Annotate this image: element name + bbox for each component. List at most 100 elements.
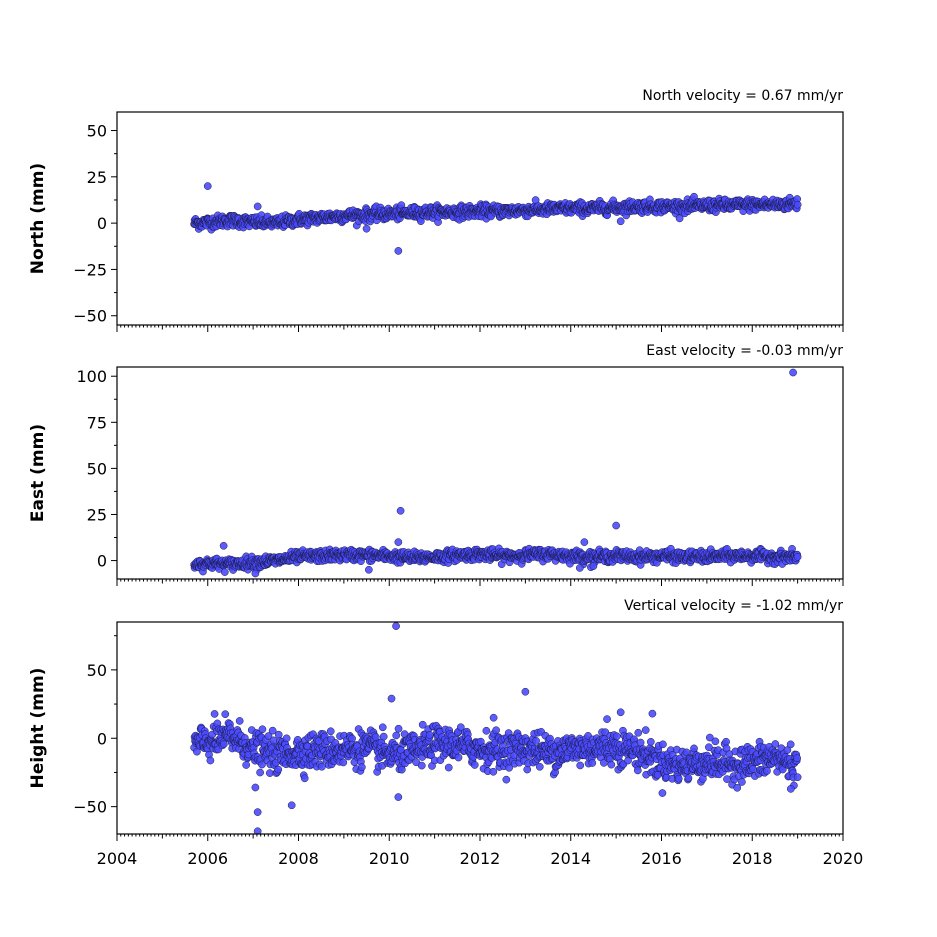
east-outlier-point xyxy=(364,565,373,574)
height-data-point xyxy=(282,734,291,743)
height-data-point xyxy=(482,726,491,735)
east-outlier-point xyxy=(612,521,620,530)
height-data-point xyxy=(641,726,650,734)
height-data-point xyxy=(258,725,267,734)
east-y-tick-label: 100 xyxy=(76,367,107,386)
height-data-point xyxy=(339,758,348,767)
north-panel: −50 −25 0 25 50 North (mm) North velocity = 0.… xyxy=(28,88,844,332)
height-x-tick-label: 2020 xyxy=(823,849,864,868)
height-data-point xyxy=(634,728,643,737)
height-points xyxy=(190,622,802,834)
height-data-point xyxy=(454,753,463,762)
height-outlier-point xyxy=(521,687,530,696)
height-data-point xyxy=(425,731,434,739)
height-data-point xyxy=(318,762,326,771)
height-data-point xyxy=(636,738,645,747)
height-outlier-point xyxy=(387,694,396,703)
height-data-point xyxy=(690,744,698,753)
height-data-point xyxy=(633,766,642,775)
height-data-point xyxy=(502,775,511,784)
height-data-point xyxy=(397,765,406,774)
height-y-tick-label: 0 xyxy=(97,729,107,748)
height-x-tick-label: 2006 xyxy=(187,849,228,868)
height-data-point xyxy=(444,763,453,772)
east-outlier-point xyxy=(394,538,403,546)
height-data-point xyxy=(492,726,500,735)
height-data-point xyxy=(210,710,219,718)
north-points xyxy=(190,182,802,255)
height-x-tick-label: 2016 xyxy=(641,849,682,868)
height-data-point xyxy=(723,775,731,783)
height-outlier-point xyxy=(251,783,260,792)
height-data-point xyxy=(535,762,544,771)
height-data-point xyxy=(326,727,335,736)
east-outlier-point xyxy=(396,506,405,515)
east-velocity-title: East velocity = -0.03 mm/yr xyxy=(646,343,843,359)
height-outlier-point xyxy=(392,622,400,630)
east-y-tick-label: 0 xyxy=(97,552,107,571)
east-outlier-point xyxy=(789,368,797,377)
height-x-tick-label: 2004 xyxy=(97,849,138,868)
height-x-tick-label: 2010 xyxy=(369,849,410,868)
height-data-point xyxy=(242,761,251,769)
height-data-point xyxy=(674,774,683,783)
height-data-point xyxy=(379,732,388,741)
north-y-tick-label: 0 xyxy=(97,214,107,233)
north-y-axis-label: North (mm) xyxy=(28,163,48,274)
height-data-point xyxy=(763,767,771,775)
height-x-tick-label: 2014 xyxy=(550,849,591,868)
north-data-point xyxy=(675,214,684,223)
north-velocity-title: North velocity = 0.67 mm/yr xyxy=(642,88,843,104)
east-y-tick-label: 50 xyxy=(87,459,107,478)
east-y-tick-label: 75 xyxy=(87,413,107,432)
height-data-point xyxy=(206,756,215,765)
height-data-point xyxy=(733,783,742,792)
height-panel: 2004 2006 2008 2010 2012 2014 2016 2018 2020 −50 0… xyxy=(28,598,863,868)
height-y-tick-label: 50 xyxy=(87,661,107,680)
height-y-tick-label: −50 xyxy=(73,798,107,817)
height-outlier-point xyxy=(648,709,657,718)
height-outlier-point xyxy=(394,793,403,801)
height-data-point xyxy=(658,789,667,797)
height-velocity-title: Vertical velocity = -1.02 mm/yr xyxy=(624,598,843,614)
east-outlier-point xyxy=(575,564,584,572)
east-data-point xyxy=(220,568,229,576)
height-x-tick-label: 2008 xyxy=(278,849,319,868)
north-outlier-point xyxy=(616,217,625,226)
height-data-point xyxy=(532,737,540,745)
north-y-tick-label: 50 xyxy=(87,122,107,141)
height-data-point xyxy=(749,765,757,773)
height-data-point xyxy=(607,760,616,769)
east-points xyxy=(190,368,802,578)
height-data-point xyxy=(256,768,264,777)
north-outlier-point xyxy=(362,224,371,233)
height-data-point xyxy=(300,774,309,783)
east-outlier-point xyxy=(589,562,598,570)
height-data-point xyxy=(786,740,795,749)
height-outlier-point xyxy=(489,713,498,722)
height-data-point xyxy=(470,761,479,769)
north-y-tick-label: −25 xyxy=(73,260,107,279)
height-y-axis-label: Height (mm) xyxy=(28,668,48,789)
height-data-point xyxy=(221,710,230,719)
east-y-axis-label: East (mm) xyxy=(28,424,48,522)
height-outlier-point xyxy=(786,785,795,793)
height-outlier-point xyxy=(287,801,296,810)
height-data-point xyxy=(588,759,597,767)
height-data-point xyxy=(274,730,283,739)
height-data-point xyxy=(613,732,621,741)
height-outlier-point xyxy=(616,708,625,717)
height-data-point xyxy=(576,761,585,770)
height-x-tick-label: 2018 xyxy=(732,849,773,868)
height-data-point xyxy=(646,737,655,746)
height-data-point xyxy=(771,740,780,748)
height-data-point xyxy=(793,773,802,782)
height-data-point xyxy=(274,765,283,774)
height-data-point xyxy=(394,724,403,733)
height-data-point xyxy=(684,774,693,782)
north-y-tick-label: 25 xyxy=(87,168,107,187)
north-outlier-point xyxy=(203,182,212,190)
height-outlier-point xyxy=(253,808,262,816)
north-data-point xyxy=(793,200,802,209)
